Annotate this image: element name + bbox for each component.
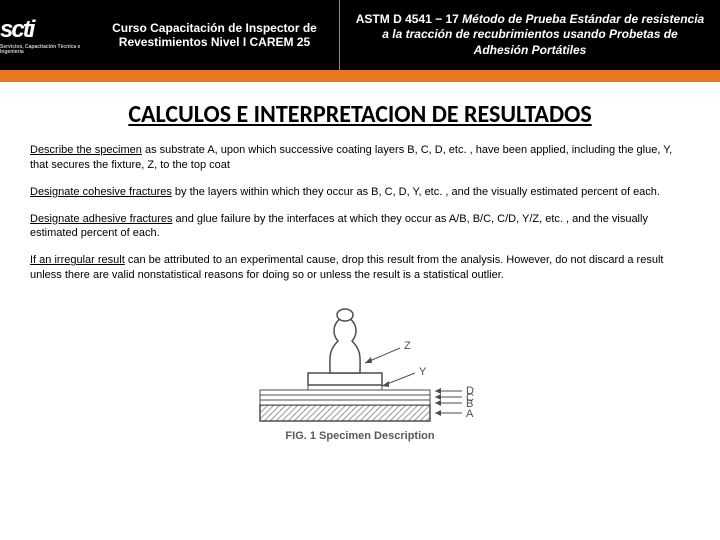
slide-body: CALCULOS E INTERPRETACION DE RESULTADOS … xyxy=(0,82,720,450)
paragraph-4: If an irregular result can be attributed… xyxy=(30,253,690,283)
para-rest: by the layers within which they occur as… xyxy=(172,186,660,198)
orange-divider xyxy=(0,70,720,82)
paragraph-3: Designate adhesive fractures and glue fa… xyxy=(30,212,690,242)
header-right-pre: ASTM D 4541 − 17 xyxy=(356,12,462,26)
para-lead: Describe the specimen xyxy=(30,144,142,156)
label-z: Z xyxy=(404,340,411,352)
paragraph-1: Describe the specimen as substrate A, up… xyxy=(30,143,690,173)
para-lead: Designate adhesive fractures xyxy=(30,213,172,225)
para-lead: If an irregular result xyxy=(30,254,125,266)
para-rest: can be attributed to an experimental cau… xyxy=(30,254,663,281)
label-a: A xyxy=(466,408,474,420)
section-title: CALCULOS E INTERPRETACION DE RESULTADOS xyxy=(30,100,690,129)
logo: scti Servicios, Capacitación Técnica e I… xyxy=(0,0,90,70)
logo-subtitle: Servicios, Capacitación Técnica e Ingeni… xyxy=(0,45,90,55)
slide-header: scti Servicios, Capacitación Técnica e I… xyxy=(0,0,720,70)
label-y: Y xyxy=(419,366,427,378)
figure-caption: FIG. 1 Specimen Description xyxy=(285,430,434,442)
header-course-right: ASTM D 4541 − 17 Método de Prueba Estánd… xyxy=(340,0,720,70)
logo-text: scti xyxy=(0,16,33,43)
specimen-figure: Z Y D C B A FIG. 1 Specimen Description xyxy=(30,293,690,442)
header-course-left: Curso Capacitación de Inspector de Reves… xyxy=(90,0,340,70)
paragraph-2: Designate cohesive fractures by the laye… xyxy=(30,185,690,200)
para-lead: Designate cohesive fractures xyxy=(30,186,172,198)
specimen-diagram: Z Y D C B A xyxy=(230,293,490,428)
